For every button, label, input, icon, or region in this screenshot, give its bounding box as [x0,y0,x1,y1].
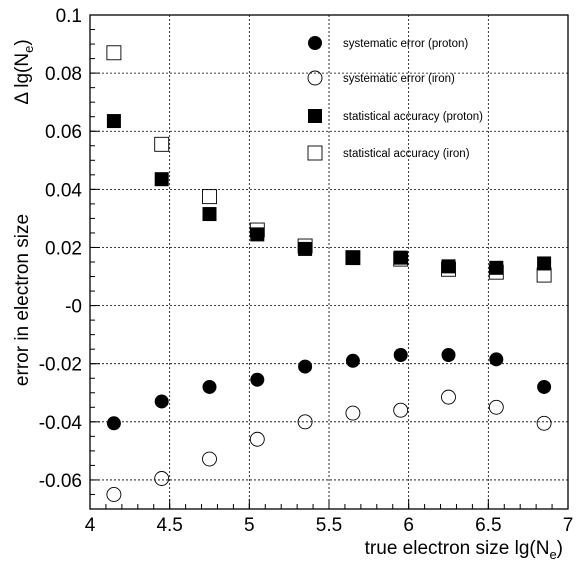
x-tick-label: 6.5 [475,515,501,536]
legend-label: statistical accuracy (iron) [343,148,470,160]
legend-marker-filled-square [308,109,322,123]
data-point-open-square [154,136,170,152]
legend-label: systematic error (iron) [343,73,455,85]
y-tick-label: -0.06 [39,471,82,492]
x-tick-label: 5.5 [316,515,342,536]
data-point-open-circle [345,405,361,421]
y-tick-label: -0.04 [39,413,83,434]
data-points [106,45,552,502]
y-tick-label: 0.06 [45,122,82,143]
axis-ticks: 4 4.5 5 5.5 6 6.5 7 -0.06 -0.04 -0.02 -0 0.02 0.04 0.… [39,6,574,536]
x-tick-label: 5 [244,515,255,536]
data-point-open-circle [106,487,122,502]
data-point-filled-circle [106,416,121,431]
data-point-filled-circle [441,347,456,362]
data-point-filled-circle [489,352,504,367]
data-point-filled-square [489,260,504,275]
data-point-filled-circle [250,372,265,387]
data-point-filled-circle [393,347,408,362]
legend-marker-filled-circle [308,36,322,50]
data-point-open-square [202,189,217,205]
data-point-filled-square [250,227,265,242]
y-axis-label-top: Δ lg(Ne) [12,39,36,104]
legend-marker-open-square [307,145,323,161]
legend-marker-open-circle [307,70,323,86]
data-point-filled-circle [154,394,169,409]
legend-label: statistical accuracy (proton) [343,111,483,123]
data-point-open-circle [488,399,504,415]
data-point-open-circle [393,402,409,418]
y-axis-label: error in electron size [12,214,33,386]
y-tick-label: 0.08 [45,64,82,85]
x-axis-label: true electron size lg(Ne) [365,538,563,562]
data-point-filled-square [202,207,217,222]
y-tick-label: 0.02 [45,238,82,259]
data-point-filled-square [537,256,552,271]
x-tick-label: 4.5 [156,515,182,536]
data-point-filled-square [393,250,408,265]
x-tick-label: 7 [563,515,574,536]
y-tick-label: 0.1 [56,6,82,27]
y-tick-label: -0 [65,297,82,318]
data-point-open-circle [297,414,313,430]
data-point-open-circle [249,431,265,447]
data-point-filled-circle [298,359,313,374]
data-point-filled-circle [345,353,360,368]
data-point-filled-square [345,250,360,265]
y-tick-label: -0.02 [39,355,82,376]
y-tick-label: 0.04 [45,180,82,201]
data-point-filled-circle [537,379,552,394]
data-point-open-circle [202,451,217,467]
data-point-filled-square [106,114,121,129]
data-point-open-circle [154,471,170,486]
x-tick-label: 6 [403,515,414,536]
x-tick-label: 4 [85,515,96,536]
data-point-filled-square [298,241,313,256]
data-point-open-circle [441,389,456,405]
data-point-open-square [106,45,122,61]
legend: systematic error (proton) systematic erro… [307,36,483,161]
legend-label: systematic error (proton) [343,38,468,50]
data-point-filled-square [441,259,456,274]
data-point-filled-circle [202,379,217,394]
data-point-filled-square [154,172,169,187]
data-point-open-circle [536,415,552,431]
